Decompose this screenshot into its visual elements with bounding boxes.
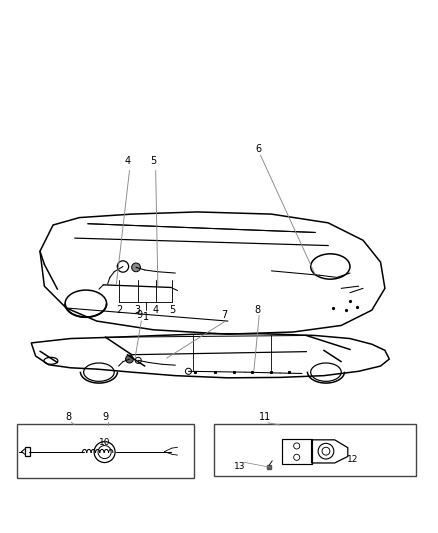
Text: 7: 7: [222, 310, 228, 320]
Text: 3: 3: [135, 305, 141, 315]
Text: 4: 4: [124, 156, 131, 166]
Circle shape: [126, 355, 134, 363]
Text: 12: 12: [347, 455, 358, 464]
Text: 11: 11: [259, 412, 272, 422]
Text: 9: 9: [137, 310, 143, 320]
Text: 4: 4: [152, 305, 159, 315]
Text: 10: 10: [99, 438, 110, 447]
Text: 5: 5: [150, 156, 157, 166]
Text: 8: 8: [66, 412, 72, 422]
Circle shape: [132, 263, 141, 272]
Text: 2: 2: [117, 305, 123, 315]
Text: 9: 9: [102, 412, 109, 422]
Text: 8: 8: [254, 304, 261, 314]
Text: 5: 5: [169, 305, 175, 315]
Text: 1: 1: [143, 312, 149, 322]
Text: 13: 13: [234, 462, 246, 471]
Text: 6: 6: [255, 144, 261, 154]
